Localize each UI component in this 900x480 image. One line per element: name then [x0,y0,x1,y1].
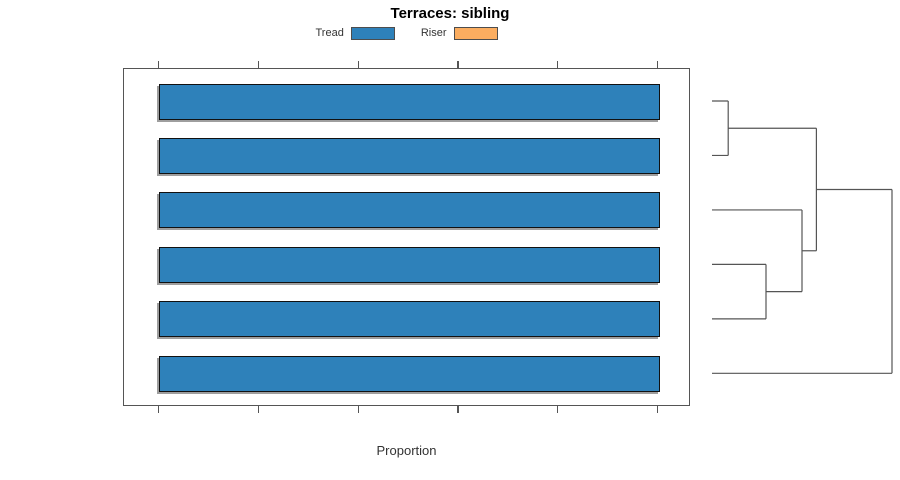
x-axis-title: Proportion [376,443,437,458]
x-tick-bottom [158,406,160,413]
legend-swatch-riser [453,26,498,40]
x-tick-bottom [257,406,259,413]
bar-tread-earcree [159,301,660,338]
category-label-bowen [0,365,112,381]
bar-tread-rosane [159,137,660,174]
chart-title: Terraces: sibling [390,5,510,22]
dendrogram [712,100,893,374]
bar-tread-bowen [159,355,660,392]
legend-label: Riser [420,27,447,39]
x-tick-bottom [557,406,559,413]
x-tick-top [557,61,559,68]
category-label-earcree [0,311,112,327]
bar-tread-gateview [159,246,660,283]
bar-tread-venable [159,83,660,120]
legend-label: Tread [315,27,344,39]
x-tick-top [158,61,160,68]
legend: Tread Riser [123,25,690,41]
category-label-rosane [0,147,112,163]
x-tick-top [357,61,359,68]
x-tick-bottom [657,406,659,413]
bar-tread-kittredge [159,192,660,229]
legend-item-tread: Tread [315,26,395,40]
x-tick-top [457,61,459,68]
category-label-gateview [0,256,112,272]
x-tick-bottom [457,406,459,413]
plot-area [123,68,690,406]
category-label-kittredge [0,202,112,218]
x-tick-bottom [357,406,359,413]
category-label-venable [0,93,112,109]
x-tick-top [257,61,259,68]
legend-swatch-tread [350,26,395,40]
legend-item-riser: Riser [420,26,498,40]
x-tick-top [657,61,659,68]
